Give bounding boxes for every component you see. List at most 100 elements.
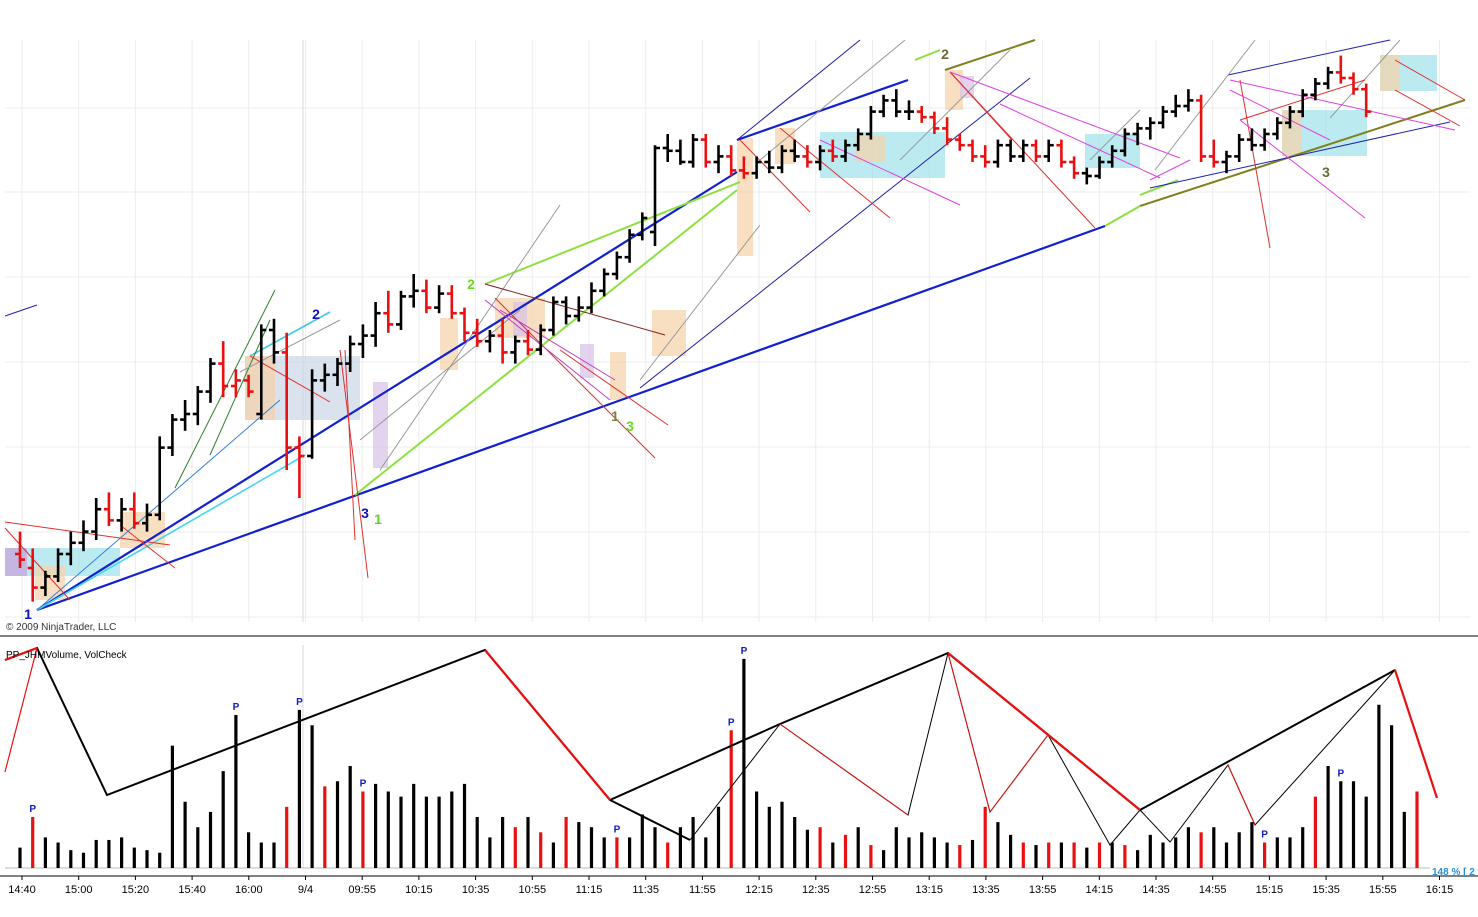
trend-line <box>359 309 521 441</box>
volume-thin-red <box>989 734 1049 813</box>
trend-line <box>759 39 906 161</box>
trend-line <box>1239 79 1271 249</box>
shaded-zone <box>580 344 594 378</box>
shaded-zone <box>1282 110 1302 156</box>
x-tick-label: 11:55 <box>689 884 716 896</box>
x-tick-label: 15:55 <box>1369 884 1397 896</box>
trend-line <box>249 311 331 357</box>
shaded-zone <box>775 128 795 164</box>
trend-line <box>36 454 306 611</box>
trend-line <box>1089 109 1141 161</box>
volume-trend-line <box>4 647 38 773</box>
pivot-label: 2 <box>941 46 949 62</box>
shaded-zone <box>1380 55 1400 91</box>
trend-line <box>1149 159 1191 181</box>
trend-line <box>484 299 611 401</box>
trend-line <box>899 49 1011 161</box>
price-bars <box>15 55 1372 602</box>
x-tick-label: 15:00 <box>65 884 93 896</box>
trend-line <box>1227 39 1391 76</box>
trend-line <box>36 224 1106 612</box>
x-tick-label: 10:35 <box>462 884 490 896</box>
shaded-zone <box>373 382 388 468</box>
x-tick-label: 9/4 <box>298 884 313 896</box>
trend-line <box>1139 179 1179 196</box>
trend-line <box>639 77 1031 389</box>
x-tick-label: 09:55 <box>348 884 376 896</box>
pivot-label: 1 <box>611 408 619 424</box>
trend-line <box>1229 79 1456 131</box>
trend-line <box>4 304 38 317</box>
volume-marker: P <box>741 646 748 657</box>
zoom-label: 148 % [ 2 <box>1432 867 1475 878</box>
copyright-text: © 2009 NinjaTrader, LLC <box>6 622 116 633</box>
trend-line <box>1149 121 1451 189</box>
pivot-label: 1 <box>374 511 382 527</box>
trend-line <box>239 319 341 373</box>
trend-line <box>249 355 331 403</box>
trend-line <box>484 181 741 285</box>
shaded-zone <box>610 352 626 400</box>
volume-marker: P <box>1337 768 1344 779</box>
x-tick-label: 13:15 <box>915 884 943 896</box>
pivot-label: 2 <box>467 276 475 292</box>
volume-marker: P <box>296 697 303 708</box>
volume-trend-line-red <box>1393 669 1439 799</box>
x-tick-label: 15:15 <box>1256 884 1284 896</box>
indicator-label: PP_JHMVolume, VolCheck <box>6 650 128 661</box>
trend-line <box>1394 59 1466 101</box>
trend-line <box>354 189 738 496</box>
pivot-label: 1 <box>24 606 32 622</box>
x-tick-label: 11:15 <box>576 884 603 896</box>
volume-marker: P <box>614 824 621 835</box>
shaded-zone <box>945 70 963 110</box>
trend-line <box>344 349 356 541</box>
pivot-label: 3 <box>1322 164 1330 180</box>
shaded-zone <box>440 318 458 370</box>
trend-line <box>949 71 1181 159</box>
x-tick-label: 11:35 <box>632 884 659 896</box>
trend-line <box>4 527 71 601</box>
trend-line <box>739 139 811 213</box>
x-tick-label: 12:35 <box>802 884 830 896</box>
volume-marker: P <box>360 779 367 790</box>
volume-marker: P <box>1261 830 1268 841</box>
trend-line <box>1239 119 1366 219</box>
volume-thin-red <box>1227 764 1256 826</box>
trend-overlays <box>4 39 1466 612</box>
trend-line <box>379 204 561 471</box>
x-tick-label: 16:15 <box>1426 884 1454 896</box>
trend-line <box>999 103 1161 179</box>
x-tick-label: 15:20 <box>122 884 150 896</box>
pivot-label: 2 <box>312 306 320 322</box>
trend-line <box>949 71 1013 141</box>
x-tick-label: 15:35 <box>1312 884 1340 896</box>
trend-line <box>944 39 1036 71</box>
shaded-zone <box>737 138 753 256</box>
x-tick-label: 15:40 <box>178 884 206 896</box>
trend-line <box>484 283 666 336</box>
volume-trend-line-red <box>484 649 611 801</box>
x-tick-label: 12:55 <box>859 884 887 896</box>
trend-line <box>914 49 941 61</box>
pivot-label: 3 <box>626 418 634 434</box>
volume-thin-red <box>947 652 991 813</box>
x-tick-label: 12:15 <box>745 884 773 896</box>
volume-marker: P <box>233 702 240 713</box>
trend-line <box>119 524 176 569</box>
x-axis: 14:40 15:00 15:20 15:40 16:00 9/4 09:55 10:15 10… <box>0 875 1478 896</box>
trend-line <box>494 297 656 459</box>
trend-line <box>779 127 891 219</box>
x-tick-label: 16:00 <box>235 884 263 896</box>
pivot-label: 3 <box>361 505 369 521</box>
x-tick-label: 10:15 <box>405 884 433 896</box>
shaded-zone <box>855 136 885 162</box>
trend-line <box>499 309 616 381</box>
x-tick-label: 13:55 <box>1029 884 1057 896</box>
trend-line <box>36 171 738 611</box>
trend-line <box>736 78 909 142</box>
volume-marker: P <box>29 804 36 815</box>
trend-line <box>1394 89 1461 127</box>
trend-line <box>4 521 171 546</box>
